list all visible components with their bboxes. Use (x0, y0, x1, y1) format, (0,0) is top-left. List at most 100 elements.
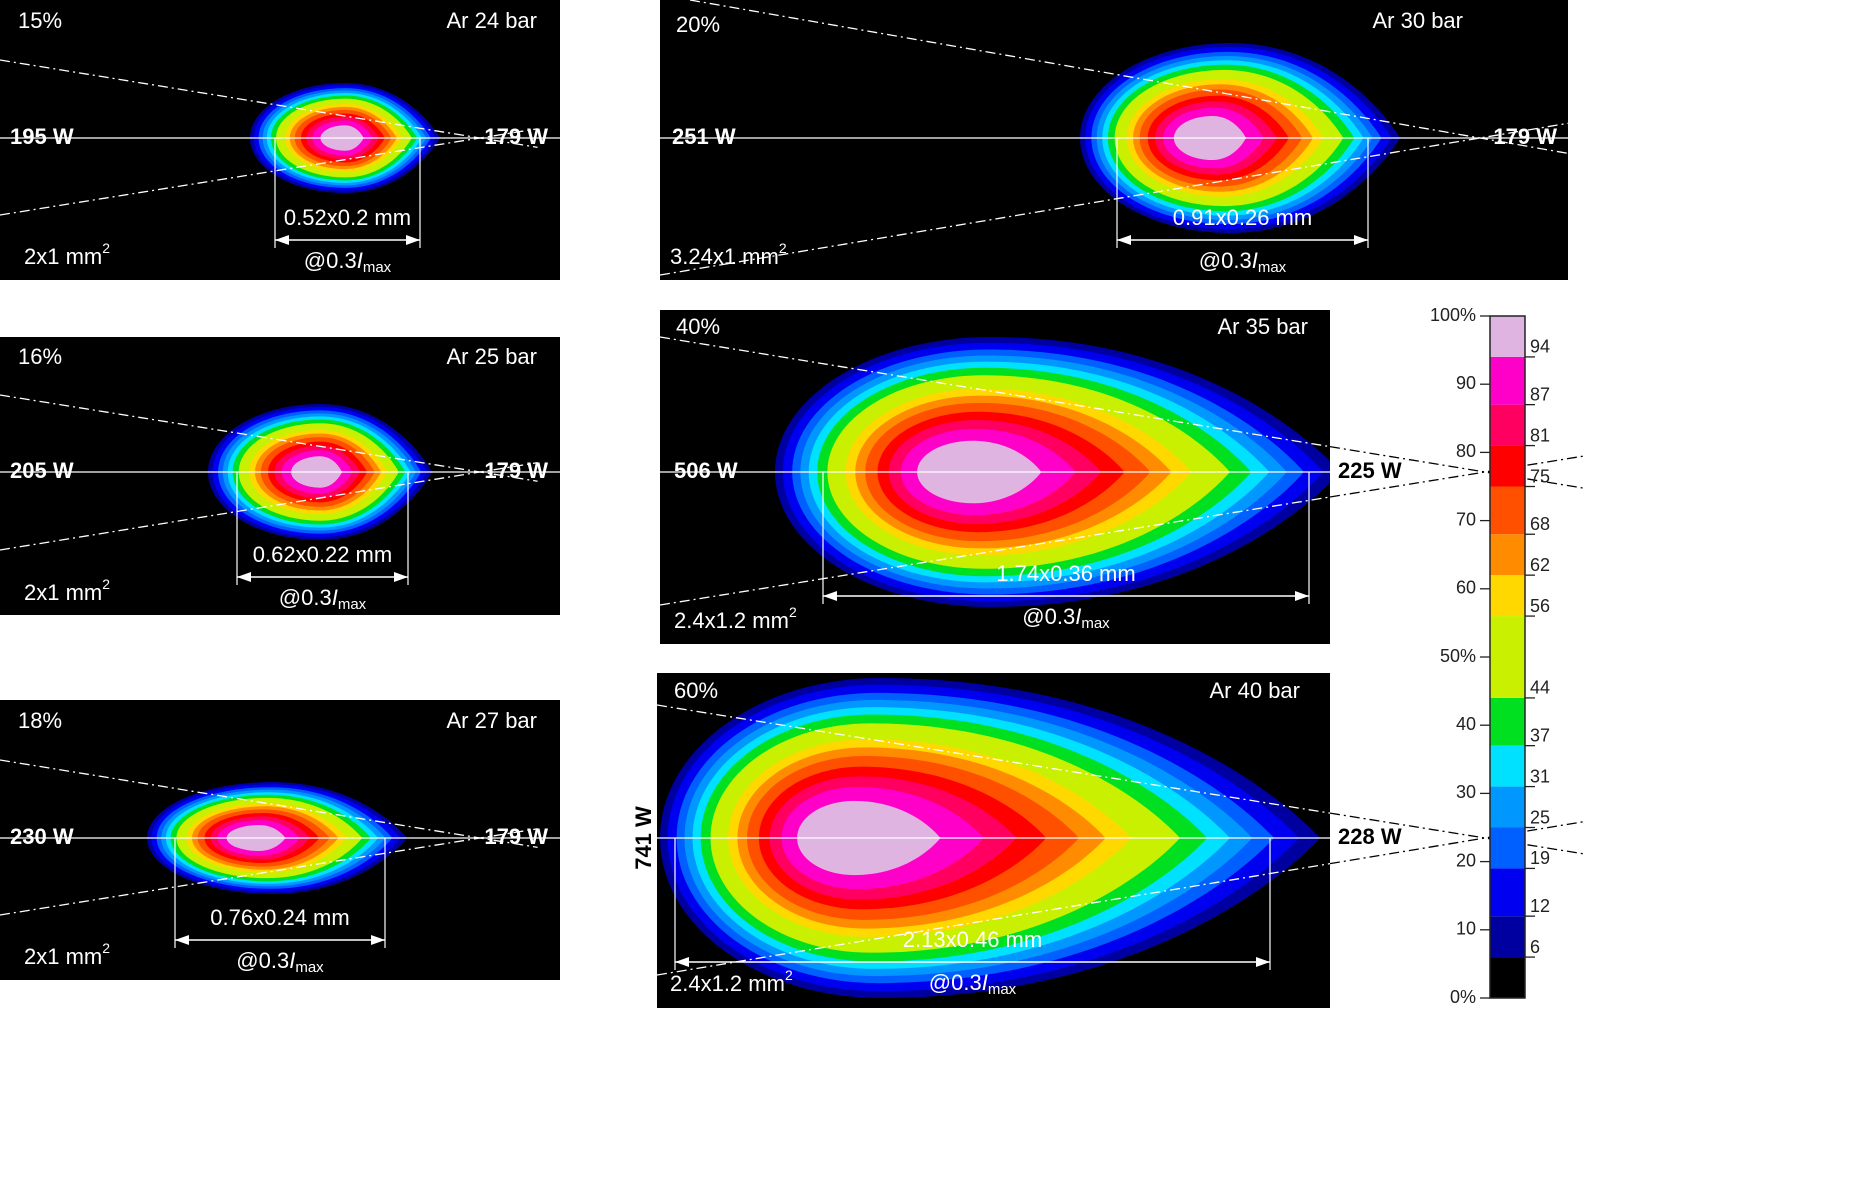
color-band (1490, 745, 1525, 787)
colorbar-tick-label: 70 (1456, 509, 1476, 529)
level-label: 12 (1530, 896, 1550, 916)
panel (0, 337, 560, 615)
level-subscript: max (363, 259, 392, 276)
level-subscript: max (338, 596, 367, 613)
panel (0, 0, 560, 280)
intensity-level: @0.3Imax (1199, 248, 1287, 276)
fraction: 60% (674, 678, 718, 703)
level-symbol: I (982, 970, 988, 995)
divergence-line (660, 122, 1568, 276)
colorbar-tick-label: 0% (1450, 987, 1476, 1007)
area-superscript: 2 (789, 604, 797, 620)
area-superscript: 2 (102, 940, 110, 956)
power-right: 179 W (1493, 124, 1557, 149)
beam-size: 0.91x0.26 mm (1173, 205, 1312, 230)
level-label: 31 (1530, 766, 1550, 786)
power-left: 741 W (631, 806, 656, 870)
intensity-level: @0.3Imax (929, 970, 1017, 998)
power-left: 230 W (10, 824, 74, 849)
area: 2x1 mm2 (24, 240, 110, 269)
color-band (1490, 534, 1525, 576)
arrow-head (823, 591, 837, 601)
colorbar-tick-label: 40 (1456, 714, 1476, 734)
color-band (1490, 486, 1525, 535)
divergence-line (1329, 455, 1585, 498)
power-left: 205 W (10, 458, 74, 483)
panel (0, 700, 560, 980)
fraction: 15% (18, 8, 62, 33)
color-band (1490, 575, 1525, 617)
color-band (1490, 827, 1525, 869)
divergence-line (657, 704, 1330, 814)
arrow-head (394, 572, 408, 582)
level-label: 25 (1530, 807, 1550, 827)
colorbar-tick-label: 20 (1456, 850, 1476, 870)
color-band (1490, 697, 1525, 746)
color-band (1490, 445, 1525, 487)
level-label: 81 (1530, 425, 1550, 445)
area-value: 2.4x1.2 mm (670, 971, 785, 996)
divergence-line (1329, 820, 1585, 865)
divergence-line (1329, 812, 1585, 855)
power-right: 179 W (484, 124, 548, 149)
intensity-level: @0.3Imax (236, 948, 324, 976)
divergence-line (660, 336, 1330, 448)
gas-pressure: Ar 24 bar (447, 8, 538, 33)
beam-size: 1.74x0.36 mm (996, 561, 1135, 586)
area: 3.24x1 mm2 (670, 240, 787, 269)
level-symbol: I (357, 248, 363, 273)
level-value: @0.3 (1022, 604, 1075, 629)
colorbar-tick-label: 50% (1440, 646, 1476, 666)
area-value: 3.24x1 mm (670, 244, 779, 269)
colorbar-tick-label: 60 (1456, 578, 1476, 598)
area: 2.4x1.2 mm2 (670, 967, 793, 996)
color-band (1490, 616, 1525, 698)
colorbar-tick-label: 30 (1456, 782, 1476, 802)
beam-size: 0.76x0.24 mm (210, 905, 349, 930)
color-band (1490, 404, 1525, 446)
level-value: @0.3 (929, 970, 982, 995)
color-band (1490, 868, 1525, 917)
color-band (1490, 356, 1525, 405)
fraction: 40% (676, 314, 720, 339)
level-label: 19 (1530, 848, 1550, 868)
arrow-head (371, 935, 385, 945)
power-right: 225 W (1338, 458, 1402, 483)
area-superscript: 2 (785, 967, 793, 983)
level-value: @0.3 (304, 248, 357, 273)
area-value: 2x1 mm (24, 580, 102, 605)
colorbar-tick-label: 80 (1456, 441, 1476, 461)
level-value: @0.3 (279, 585, 332, 610)
fraction: 16% (18, 344, 62, 369)
level-label: 75 (1530, 466, 1550, 486)
beam-size: 0.62x0.22 mm (253, 542, 392, 567)
level-subscript: max (295, 959, 324, 976)
arrow-head (1256, 957, 1270, 967)
gas-pressure: Ar 27 bar (447, 708, 538, 733)
color-band (1490, 916, 1525, 958)
divergence-line (689, 0, 1568, 155)
panel (657, 673, 1330, 1008)
level-subscript: max (988, 981, 1017, 998)
arrow-head (406, 235, 420, 245)
divergence-line (660, 496, 1330, 606)
arrow-head (675, 957, 689, 967)
area-value: 2.4x1.2 mm (674, 608, 789, 633)
gas-pressure: Ar 40 bar (1210, 678, 1301, 703)
fraction: 20% (676, 12, 720, 37)
level-label: 94 (1530, 337, 1550, 357)
area-value: 2x1 mm (24, 944, 102, 969)
area-superscript: 2 (779, 240, 787, 256)
area: 2x1 mm2 (24, 576, 110, 605)
arrow-head (1354, 235, 1368, 245)
intensity-level: @0.3Imax (279, 585, 367, 613)
area: 2x1 mm2 (24, 940, 110, 969)
level-label: 68 (1530, 514, 1550, 534)
level-value: @0.3 (236, 948, 289, 973)
gas-pressure: Ar 25 bar (447, 344, 538, 369)
panel (660, 310, 1330, 644)
power-right: 179 W (484, 458, 548, 483)
level-symbol: I (1252, 248, 1258, 273)
